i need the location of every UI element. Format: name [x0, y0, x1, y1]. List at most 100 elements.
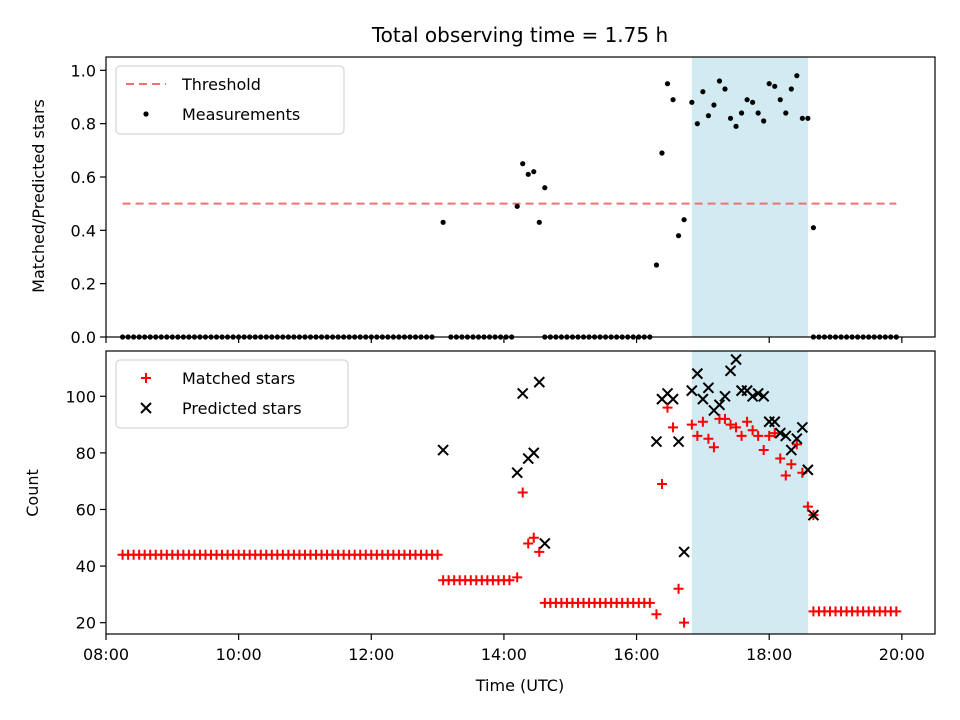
data-point	[785, 444, 798, 456]
data-point	[697, 416, 708, 427]
data-point	[731, 422, 742, 433]
data-point	[761, 118, 767, 124]
data-point	[780, 470, 791, 481]
data-point	[675, 233, 682, 239]
y-tick-label: 0.2	[71, 275, 96, 294]
data-point	[533, 376, 545, 388]
data-point	[764, 430, 775, 441]
legend-box	[115, 65, 345, 135]
data-point	[769, 428, 780, 439]
x-tick-label: 20:00	[879, 645, 925, 664]
data-point	[523, 538, 534, 549]
data-point	[517, 487, 528, 498]
data-point	[733, 123, 739, 129]
data-point	[694, 121, 700, 127]
data-point	[681, 217, 687, 223]
x-axis-label: Time (UTC)	[475, 676, 564, 695]
data-point	[746, 390, 759, 402]
data-point	[722, 86, 728, 92]
data-point	[700, 89, 706, 95]
data-point	[539, 537, 551, 550]
data-point	[791, 433, 803, 445]
data-point	[514, 203, 520, 209]
data-point	[747, 425, 758, 436]
data-point	[644, 597, 655, 608]
x-tick-label: 12:00	[348, 645, 394, 664]
data-point	[716, 78, 723, 84]
legend-marker	[141, 373, 151, 383]
data-point	[719, 413, 730, 424]
data-point	[703, 433, 714, 444]
data-point	[440, 219, 446, 225]
data-point	[744, 97, 750, 103]
data-point	[786, 459, 797, 470]
legend: Threshold Measurements	[115, 65, 345, 135]
data-point	[713, 399, 726, 411]
data-point	[730, 353, 742, 366]
y-tick-label: 0.4	[71, 221, 96, 240]
data-point	[810, 225, 817, 231]
y-tick-label: 0.8	[71, 115, 96, 134]
data-point	[678, 546, 690, 558]
data-point	[437, 444, 449, 456]
data-point	[536, 219, 542, 225]
data-point	[752, 387, 764, 400]
plot-frame	[105, 350, 936, 635]
x-tick-label: 16:00	[614, 645, 660, 664]
data-point	[802, 501, 813, 512]
legend-box	[115, 359, 349, 429]
data-point	[673, 583, 684, 594]
data-point	[534, 546, 545, 557]
data-point	[525, 171, 531, 177]
data-point	[755, 110, 761, 116]
data-point	[802, 464, 814, 476]
data-point	[799, 115, 805, 121]
data-point	[672, 435, 685, 448]
x-tick-label: 14:00	[481, 645, 527, 664]
legend-label: Threshold	[181, 75, 261, 94]
data-point	[719, 390, 731, 402]
series-measurements	[119, 73, 899, 340]
data-point	[738, 110, 745, 116]
data-point	[432, 549, 443, 560]
data-point	[750, 99, 756, 105]
data-point	[531, 169, 537, 175]
data-point	[727, 115, 734, 121]
y-tick-label: 60	[76, 500, 96, 519]
data-point	[686, 419, 697, 430]
plot-frame	[105, 56, 936, 338]
y-tick-label: 40	[76, 557, 96, 576]
x-tick-label: 10:00	[216, 645, 262, 664]
data-point	[757, 390, 770, 402]
data-point	[686, 384, 698, 397]
data-point	[780, 430, 792, 442]
data-point	[689, 99, 695, 105]
chart-title: Total observing time = 1.75 h	[371, 23, 668, 47]
legend-marker	[143, 111, 149, 117]
y-tick-label: 20	[76, 614, 96, 633]
series-predicted-stars	[437, 353, 820, 558]
series-matched-stars	[117, 402, 902, 628]
data-point	[651, 609, 662, 620]
top-y-axis-label: Matched/Predicted stars	[29, 99, 48, 293]
data-point	[650, 435, 663, 448]
data-point	[736, 430, 747, 441]
data-point	[805, 115, 811, 121]
data-point	[659, 150, 665, 156]
data-point	[772, 83, 778, 89]
legend-marker	[140, 402, 152, 414]
data-point	[679, 617, 690, 628]
data-point	[528, 532, 539, 543]
legend-label: Measurements	[182, 105, 300, 124]
data-point	[777, 97, 783, 103]
data-point	[774, 427, 786, 439]
y-tick-label: 0.6	[71, 168, 96, 187]
data-point	[794, 73, 800, 79]
y-tick-label: 100	[65, 387, 96, 406]
data-point	[807, 509, 820, 521]
data-point	[753, 430, 764, 441]
x-tick-label: 18:00	[746, 645, 792, 664]
data-point	[725, 419, 736, 430]
legend: Matched stars Predicted stars	[115, 359, 349, 429]
data-point	[512, 572, 523, 583]
